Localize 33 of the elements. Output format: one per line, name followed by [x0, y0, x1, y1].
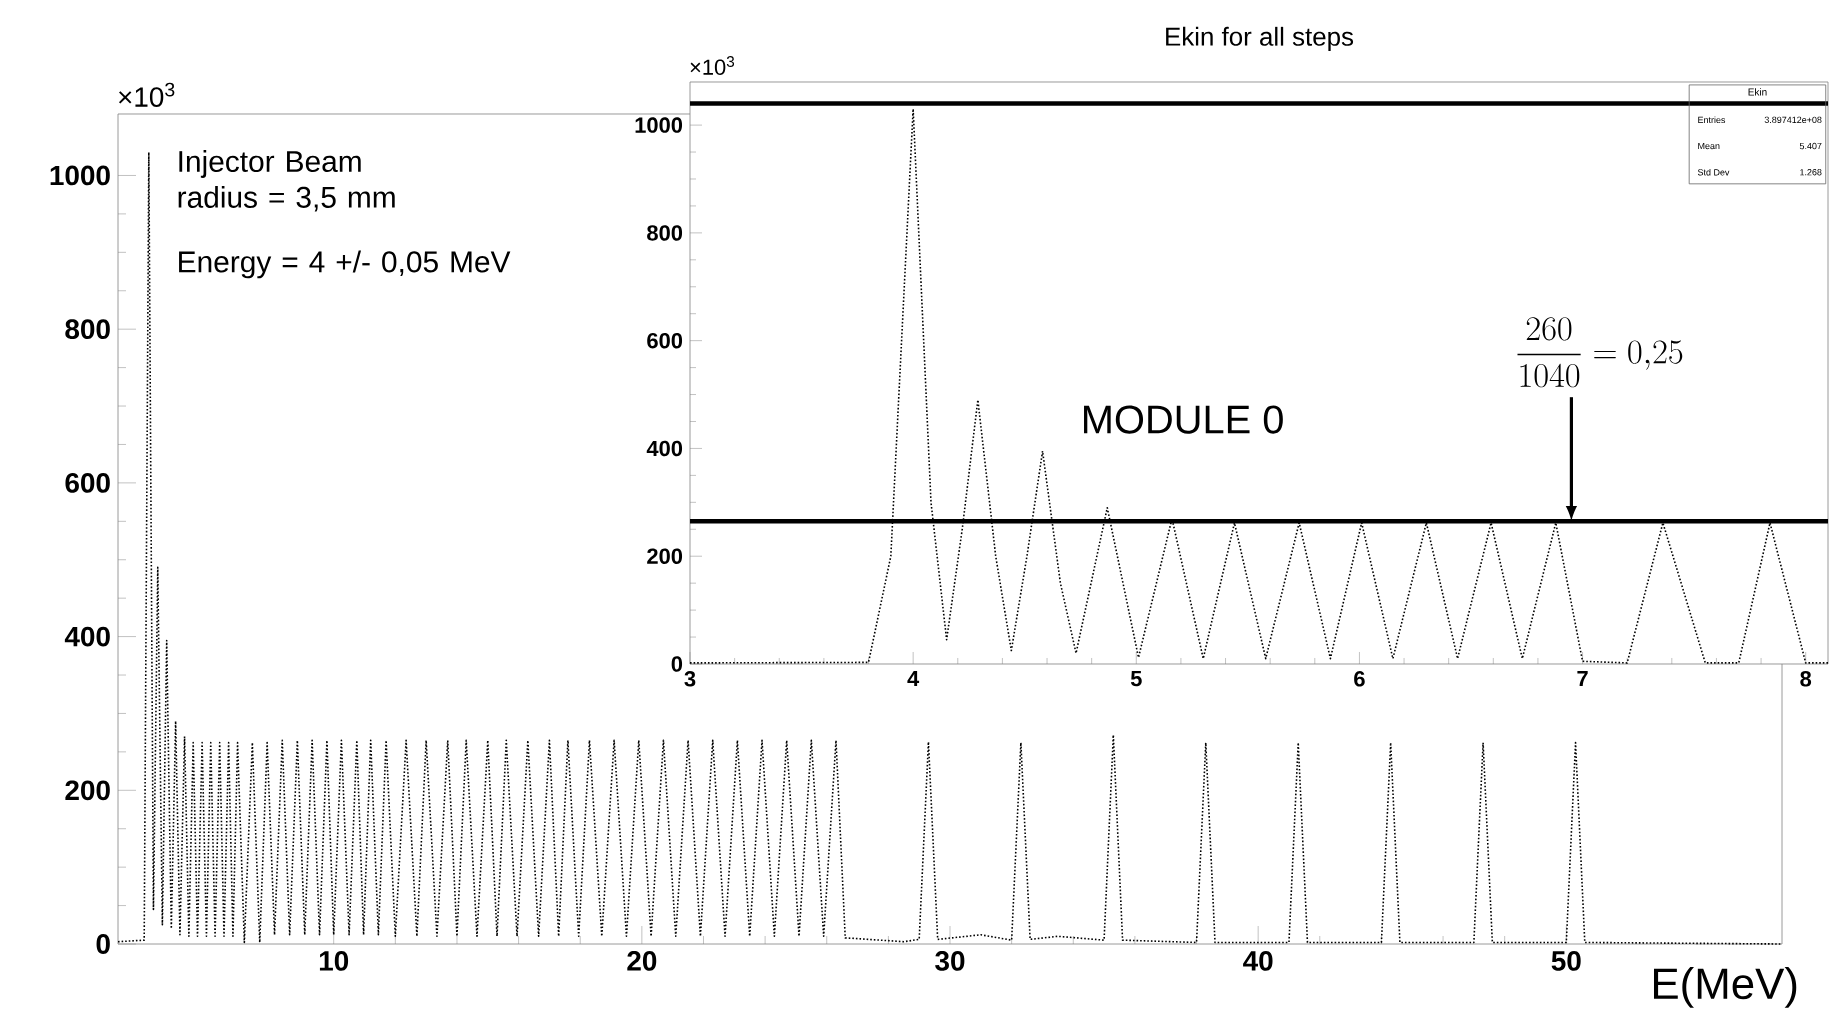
- x-tick-label: 8: [1800, 671, 1812, 687]
- x-axis-title: E(MeV): [1654, 967, 1797, 1008]
- x-tick-label: 7: [1577, 671, 1588, 687]
- y-tick-label: 800: [65, 319, 110, 340]
- y-tick-label: 400: [646, 440, 683, 457]
- y-axis-title: ×10$^{3}$: [118, 82, 175, 107]
- y-tick-label: 0: [671, 656, 683, 672]
- x-tick-label: 10: [319, 951, 349, 971]
- y-tick-label: 1000: [635, 117, 683, 133]
- y-tick-label: 600: [65, 472, 110, 493]
- annotation: Injector Beam radius = 3,5 mm: [178, 150, 395, 212]
- x-tick-label: 40: [1243, 951, 1273, 971]
- y-tick-label: 400: [64, 626, 110, 647]
- line-series: [117, 151, 1783, 945]
- annotation: Energy = 4 +/- 0,05 MeV: [179, 250, 511, 279]
- x-tick-label: 30: [935, 951, 965, 971]
- annotation: $\frac{260}{1040} = 0{,}25$: [1517, 317, 1683, 388]
- annotation: MODULE 0: [1084, 405, 1283, 434]
- x-tick-label: 3: [684, 671, 696, 687]
- chart-title: Ekin for all steps: [1166, 26, 1354, 51]
- y-tick-label: 0: [96, 934, 110, 954]
- x-tick-label: 50: [1551, 951, 1581, 971]
- y-tick-label: 800: [647, 225, 683, 241]
- y-axis-title: ×10$^{3}$: [690, 56, 735, 75]
- x-tick-label: 6: [1354, 671, 1365, 687]
- line-series: [689, 108, 1829, 664]
- y-tick-label: 1000: [50, 165, 110, 186]
- x-tick-label: 4: [907, 671, 920, 687]
- y-tick-label: 600: [647, 332, 683, 349]
- x-tick-label: 20: [627, 951, 657, 971]
- y-tick-label: 200: [65, 780, 110, 801]
- y-tick-label: 200: [647, 548, 683, 564]
- x-tick-label: 5: [1130, 671, 1142, 687]
